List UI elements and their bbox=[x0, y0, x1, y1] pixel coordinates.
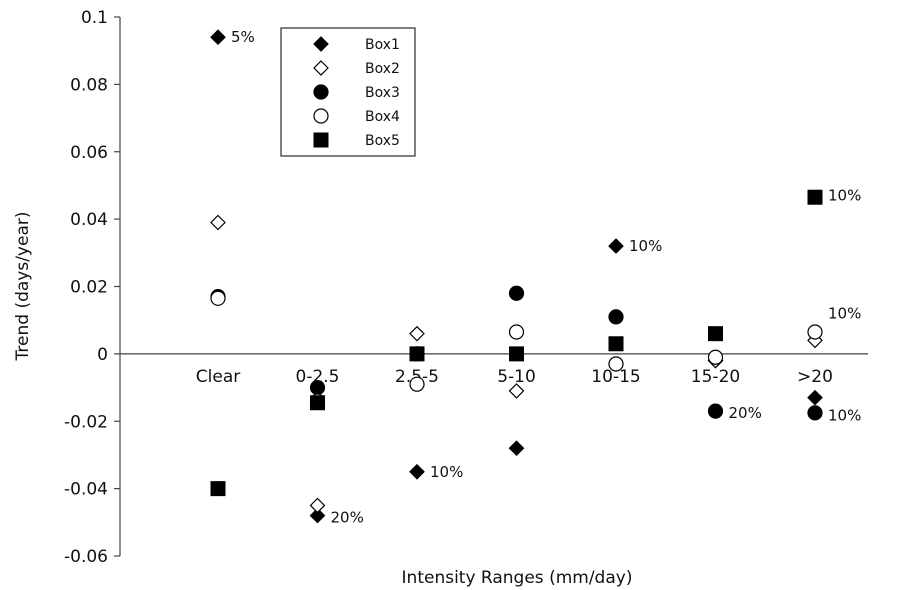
series-box2 bbox=[210, 214, 823, 514]
legend-label: Box4 bbox=[365, 109, 400, 125]
annotation-label: 10% bbox=[828, 304, 861, 322]
data-point bbox=[309, 507, 326, 524]
legend-entry: Box5 bbox=[313, 132, 400, 149]
data-point bbox=[708, 326, 723, 342]
data-point bbox=[309, 379, 326, 396]
legend-entry: Box1 bbox=[313, 36, 400, 53]
data-point bbox=[608, 238, 624, 254]
y-tick-label: 0.04 bbox=[70, 210, 108, 230]
legend-label: Box3 bbox=[365, 85, 400, 101]
data-point bbox=[309, 497, 326, 514]
data-point bbox=[508, 324, 525, 340]
series-box1 bbox=[210, 29, 823, 524]
y-tick-label: -0.06 bbox=[64, 547, 108, 567]
data-point bbox=[210, 290, 226, 306]
legend-marker bbox=[313, 36, 329, 52]
legend-marker bbox=[313, 108, 329, 124]
x-tick-label: 0-2.5 bbox=[296, 367, 340, 387]
data-point bbox=[409, 325, 425, 342]
y-tick-label: 0.1 bbox=[81, 8, 108, 28]
legend-box bbox=[280, 27, 416, 157]
y-tick-label: 0.08 bbox=[70, 75, 108, 95]
data-point bbox=[707, 349, 724, 365]
annotation-label: 10% bbox=[629, 237, 662, 255]
data-point bbox=[807, 324, 823, 340]
data-point bbox=[807, 405, 823, 421]
legend-entry: Box3 bbox=[313, 84, 400, 101]
data-point bbox=[508, 285, 525, 301]
legend-marker bbox=[313, 132, 329, 148]
legend-marker bbox=[313, 84, 329, 100]
y-tick-label: -0.04 bbox=[64, 480, 108, 500]
data-point bbox=[210, 214, 226, 231]
data-point bbox=[210, 29, 226, 46]
x-axis-title: Intensity Ranges (mm/day) bbox=[402, 568, 633, 588]
legend-entry: Box2 bbox=[313, 60, 400, 77]
legend-marker bbox=[313, 60, 329, 76]
legend-label: Box2 bbox=[365, 61, 400, 77]
y-tick-label: 0 bbox=[97, 345, 108, 365]
annotation-label: 20% bbox=[729, 404, 762, 422]
series-box5 bbox=[210, 189, 823, 497]
y-axis-title: Trend (days/year) bbox=[13, 212, 33, 362]
annotation-label: 10% bbox=[430, 463, 463, 481]
marks-layer bbox=[210, 29, 823, 524]
data-point bbox=[807, 189, 823, 205]
x-tick-label: 15-20 bbox=[691, 367, 740, 387]
data-point bbox=[508, 440, 525, 457]
y-tick-label: -0.02 bbox=[64, 412, 108, 432]
x-tick-label: 5-10 bbox=[497, 367, 536, 387]
data-point bbox=[310, 395, 325, 411]
data-point bbox=[608, 336, 624, 352]
annotation-label: 20% bbox=[331, 508, 364, 526]
legend-entry: Box4 bbox=[313, 108, 400, 125]
legend-label: Box1 bbox=[365, 37, 400, 53]
data-point bbox=[807, 389, 823, 406]
data-point bbox=[608, 356, 624, 372]
data-point bbox=[508, 383, 525, 399]
x-tick-label: 10-15 bbox=[591, 367, 640, 387]
legend-label: Box5 bbox=[365, 133, 400, 149]
x-tick-label: >20 bbox=[797, 367, 833, 387]
data-point bbox=[509, 346, 524, 362]
legend: Box1 Box2 Box3 Box4 Box5 bbox=[280, 27, 416, 157]
data-point bbox=[409, 376, 425, 392]
annotation-layer: 5% 20% 10% 10% 20% 10% 10% 10% bbox=[231, 28, 861, 526]
series-box4 bbox=[210, 290, 823, 409]
data-point bbox=[210, 481, 226, 497]
x-tick-label: Clear bbox=[196, 367, 240, 387]
annotation-label: 5% bbox=[231, 28, 255, 46]
data-point bbox=[608, 309, 624, 325]
annotation-label: 10% bbox=[828, 407, 861, 425]
annotation-label: 10% bbox=[828, 187, 861, 205]
y-tick-label: 0.02 bbox=[70, 278, 108, 298]
data-point bbox=[409, 463, 425, 480]
y-tick-label: 0.06 bbox=[70, 143, 108, 163]
data-point bbox=[707, 403, 724, 419]
data-point bbox=[409, 346, 425, 362]
axes-layer: 0.1 0.08 0.06 0.04 0.02 0 -0.02 -0.04 -0.06 Clear… bbox=[64, 8, 868, 567]
